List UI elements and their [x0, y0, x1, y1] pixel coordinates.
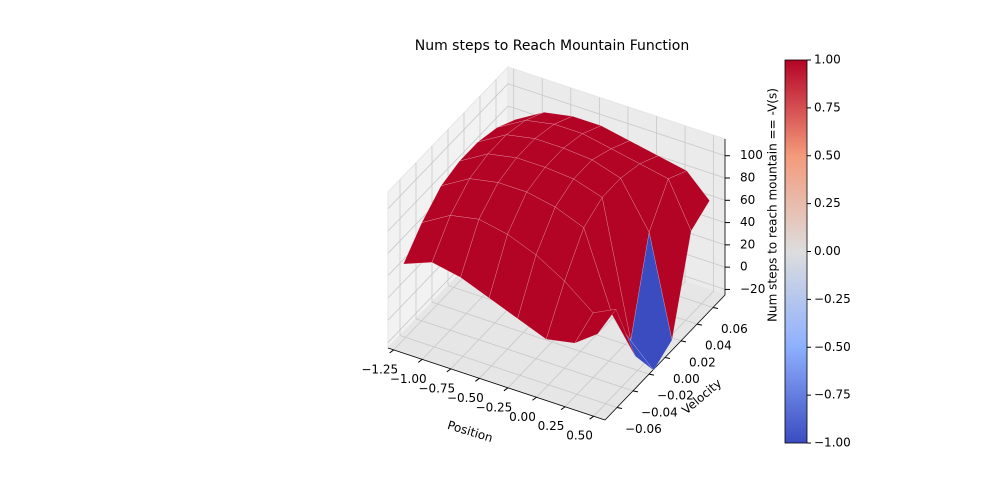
grid-line	[415, 318, 634, 392]
axis-line	[604, 294, 726, 421]
y-tick-label: 0.04	[705, 339, 732, 353]
y-tick-label: 0.06	[721, 322, 748, 336]
grid-line	[387, 83, 509, 209]
x-tick	[417, 358, 423, 363]
surface-patch	[630, 232, 673, 371]
colorbar-tick-label: −1.00	[814, 436, 851, 450]
surface-patch	[648, 178, 692, 341]
y-tick	[712, 307, 719, 309]
x-tick	[532, 396, 537, 401]
y-tick	[648, 373, 655, 376]
surface-patch	[668, 170, 710, 232]
x-tick	[389, 349, 395, 354]
grid-line	[507, 83, 726, 157]
z-tick-label: 100	[740, 148, 763, 162]
y-tick	[616, 407, 623, 409]
y-tick-label: −0.06	[625, 422, 662, 436]
x-tick-label: −1.25	[361, 362, 398, 376]
y-tick-label: 0.02	[689, 355, 716, 369]
x-tick	[475, 377, 480, 382]
z-tick-label: 0	[740, 260, 748, 274]
x-tick	[560, 406, 566, 411]
x-axis-label: Position	[446, 418, 495, 445]
colorbar-tick-label: 0.00	[814, 244, 841, 258]
colorbar-tick-label: 0.25	[814, 196, 841, 210]
x-tick-label: 0.25	[538, 419, 565, 433]
y-tick-label: −0.04	[641, 405, 678, 419]
surface-patch	[574, 308, 617, 344]
y-tick-label: −0.02	[657, 389, 694, 403]
x-tick-label: −1.00	[390, 372, 427, 386]
colorbar-tick-label: −0.25	[814, 292, 851, 306]
z-tick-label: 20	[740, 237, 755, 251]
z-tick-label: 40	[740, 215, 755, 229]
x-tick	[446, 368, 452, 373]
z-tick-label: −20	[740, 282, 765, 296]
y-tick	[680, 340, 687, 343]
x-tick	[589, 415, 594, 420]
x-tick-label: 0.50	[566, 429, 593, 443]
x-tick-label: 0.00	[509, 410, 536, 424]
y-tick	[696, 323, 703, 326]
colorbar-tick-label: −0.50	[814, 340, 851, 354]
colorbar-tick-label: 1.00	[814, 53, 841, 67]
grid-line	[431, 301, 650, 375]
y-tick-label: 0.00	[673, 372, 700, 386]
z-tick-label: 80	[740, 171, 755, 185]
x-tick-label: −0.75	[418, 381, 455, 395]
y-tick	[664, 357, 671, 359]
grid-line	[399, 335, 618, 408]
colorbar-tick-label: −0.75	[814, 388, 851, 402]
colorbar-tick-label: 0.50	[814, 148, 841, 162]
colorbar-tick-label: 0.75	[814, 100, 841, 114]
axis-line	[387, 347, 606, 421]
chart-title: Num steps to Reach Mountain Function	[415, 38, 690, 54]
y-tick	[632, 390, 639, 393]
x-tick-label: −0.25	[476, 400, 513, 414]
x-tick	[503, 387, 509, 392]
surface	[403, 112, 710, 371]
colorbar-label: Num steps to reach mountain == -V(s)	[766, 88, 780, 322]
colorbar	[784, 59, 808, 444]
z-tick-label: 60	[740, 193, 755, 207]
x-tick-label: −0.50	[447, 391, 484, 405]
grid-line	[387, 105, 509, 232]
